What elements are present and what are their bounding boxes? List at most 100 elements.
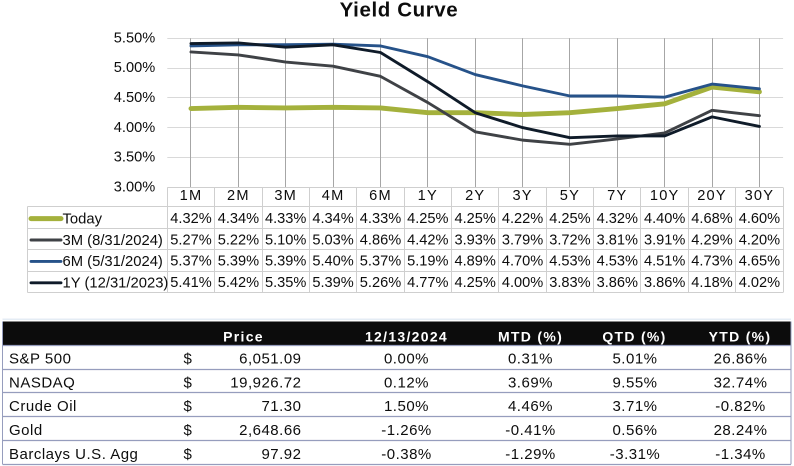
- svg-text:$: $: [184, 446, 193, 463]
- svg-text:4.20%: 4.20%: [739, 232, 780, 248]
- svg-text:3.69%: 3.69%: [508, 374, 553, 391]
- svg-text:4.60%: 4.60%: [739, 211, 780, 227]
- svg-text:4.00%: 4.00%: [502, 275, 543, 291]
- svg-text:4.68%: 4.68%: [691, 211, 732, 227]
- svg-text:3.71%: 3.71%: [612, 398, 657, 415]
- svg-text:0.31%: 0.31%: [508, 351, 553, 368]
- svg-text:4.40%: 4.40%: [644, 211, 685, 227]
- svg-text:4.53%: 4.53%: [597, 254, 638, 270]
- svg-text:5.01%: 5.01%: [612, 351, 657, 368]
- svg-text:MTD (%): MTD (%): [498, 329, 563, 345]
- svg-text:3.50%: 3.50%: [114, 150, 155, 166]
- svg-text:-0.38%: -0.38%: [381, 446, 432, 463]
- svg-text:4.32%: 4.32%: [170, 211, 211, 227]
- svg-text:5.39%: 5.39%: [218, 254, 259, 270]
- svg-text:4.34%: 4.34%: [312, 211, 353, 227]
- svg-text:5.19%: 5.19%: [407, 254, 448, 270]
- svg-text:$: $: [184, 422, 193, 439]
- svg-text:5.39%: 5.39%: [265, 254, 306, 270]
- svg-text:-1.34%: -1.34%: [715, 446, 766, 463]
- svg-text:4.00%: 4.00%: [114, 120, 155, 136]
- svg-text:5.50%: 5.50%: [114, 30, 155, 46]
- svg-text:-1.26%: -1.26%: [381, 422, 432, 439]
- svg-text:4.22%: 4.22%: [502, 211, 543, 227]
- svg-text:3Y: 3Y: [512, 188, 532, 204]
- svg-text:5.27%: 5.27%: [170, 232, 211, 248]
- svg-text:$: $: [184, 374, 193, 391]
- svg-text:4.51%: 4.51%: [644, 254, 685, 270]
- svg-text:3.93%: 3.93%: [455, 232, 496, 248]
- svg-text:28.24%: 28.24%: [714, 422, 768, 439]
- svg-text:5.00%: 5.00%: [114, 60, 155, 76]
- svg-text:6,051.09: 6,051.09: [239, 351, 301, 368]
- svg-text:4.29%: 4.29%: [691, 232, 732, 248]
- svg-text:1Y: 1Y: [418, 188, 438, 204]
- svg-text:32.74%: 32.74%: [714, 374, 768, 391]
- svg-text:Today: Today: [63, 211, 103, 227]
- svg-text:3M (8/31/2024): 3M (8/31/2024): [63, 233, 163, 249]
- svg-text:4.25%: 4.25%: [549, 211, 590, 227]
- svg-text:5.37%: 5.37%: [170, 254, 211, 270]
- svg-text:3.86%: 3.86%: [644, 275, 685, 291]
- svg-text:4.46%: 4.46%: [508, 398, 553, 415]
- svg-text:4.73%: 4.73%: [691, 254, 732, 270]
- svg-text:71.30: 71.30: [261, 398, 301, 415]
- svg-text:3.00%: 3.00%: [114, 179, 155, 195]
- svg-text:Price: Price: [223, 329, 264, 345]
- svg-text:0.56%: 0.56%: [612, 422, 657, 439]
- svg-text:1M: 1M: [180, 188, 203, 204]
- svg-text:26.86%: 26.86%: [714, 351, 768, 368]
- svg-text:3.72%: 3.72%: [549, 232, 590, 248]
- svg-text:12/13/2024: 12/13/2024: [365, 329, 448, 345]
- svg-text:5.10%: 5.10%: [265, 232, 306, 248]
- svg-text:4M: 4M: [322, 188, 345, 204]
- svg-text:-3.31%: -3.31%: [610, 446, 661, 463]
- svg-text:Barclays U.S. Agg: Barclays U.S. Agg: [9, 446, 138, 463]
- svg-text:3.86%: 3.86%: [597, 275, 638, 291]
- svg-text:0.00%: 0.00%: [384, 351, 429, 368]
- svg-text:5.39%: 5.39%: [312, 275, 353, 291]
- svg-text:4.89%: 4.89%: [455, 254, 496, 270]
- svg-text:4.42%: 4.42%: [407, 232, 448, 248]
- svg-text:9.55%: 9.55%: [612, 374, 657, 391]
- svg-text:3.79%: 3.79%: [502, 232, 543, 248]
- svg-text:0.12%: 0.12%: [384, 374, 429, 391]
- svg-text:30Y: 30Y: [745, 188, 775, 204]
- svg-text:4.18%: 4.18%: [691, 275, 732, 291]
- svg-text:S&P 500: S&P 500: [9, 351, 71, 368]
- svg-text:$: $: [184, 398, 193, 415]
- svg-text:4.65%: 4.65%: [739, 254, 780, 270]
- svg-text:1Y (12/31/2023): 1Y (12/31/2023): [63, 276, 169, 292]
- svg-text:-0.82%: -0.82%: [715, 398, 766, 415]
- svg-text:5.42%: 5.42%: [218, 275, 259, 291]
- svg-text:4.34%: 4.34%: [218, 211, 259, 227]
- svg-text:3.81%: 3.81%: [597, 232, 638, 248]
- svg-text:6M (5/31/2024): 6M (5/31/2024): [63, 254, 163, 270]
- svg-text:QTD (%): QTD (%): [602, 329, 666, 345]
- svg-text:-1.29%: -1.29%: [505, 446, 556, 463]
- svg-text:Crude Oil: Crude Oil: [9, 398, 77, 415]
- svg-text:5.40%: 5.40%: [312, 254, 353, 270]
- svg-text:2,648.66: 2,648.66: [239, 422, 301, 439]
- svg-text:4.02%: 4.02%: [739, 275, 780, 291]
- svg-text:NASDAQ: NASDAQ: [9, 374, 75, 391]
- svg-text:1.50%: 1.50%: [384, 398, 429, 415]
- svg-text:2Y: 2Y: [465, 188, 485, 204]
- svg-text:$: $: [184, 351, 193, 368]
- svg-text:5.41%: 5.41%: [170, 275, 211, 291]
- svg-text:4.32%: 4.32%: [597, 211, 638, 227]
- svg-text:4.70%: 4.70%: [502, 254, 543, 270]
- svg-text:4.25%: 4.25%: [407, 211, 448, 227]
- svg-text:20Y: 20Y: [697, 188, 727, 204]
- svg-text:4.77%: 4.77%: [407, 275, 448, 291]
- svg-text:3.91%: 3.91%: [644, 232, 685, 248]
- svg-text:YTD (%): YTD (%): [709, 329, 772, 345]
- svg-text:19,926.72: 19,926.72: [230, 374, 301, 391]
- svg-text:4.33%: 4.33%: [360, 211, 401, 227]
- svg-text:3.83%: 3.83%: [549, 275, 590, 291]
- svg-text:Yield Curve: Yield Curve: [340, 0, 459, 21]
- svg-text:5.22%: 5.22%: [218, 232, 259, 248]
- svg-text:5.37%: 5.37%: [360, 254, 401, 270]
- svg-text:5Y: 5Y: [560, 188, 580, 204]
- svg-text:7Y: 7Y: [607, 188, 627, 204]
